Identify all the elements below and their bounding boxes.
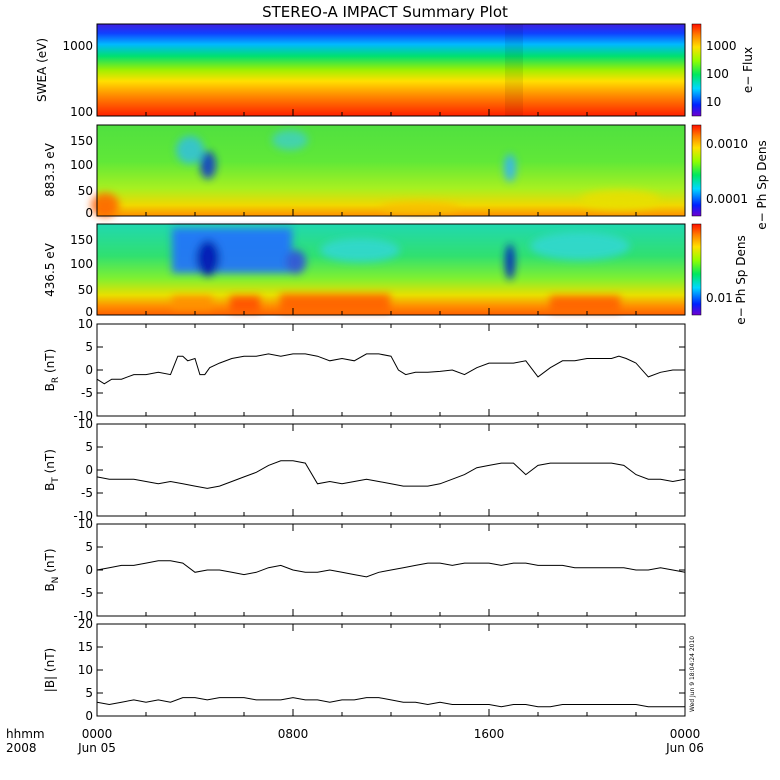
ph-883-cbar-tick: 0.0001: [706, 192, 748, 206]
b-series-line: [96, 560, 686, 578]
time-axis-corner-bottom: 2008: [6, 741, 37, 755]
y-tick-label: 5: [85, 686, 93, 700]
y-tick-label: -5: [81, 586, 93, 600]
y-tick-label: 0: [85, 563, 93, 577]
ph-436-ytick: 150: [70, 233, 93, 247]
ph-883-colorbar: [691, 124, 702, 217]
date-tick-label: Jun 05: [77, 741, 116, 755]
swea-ytick: 1000: [62, 39, 93, 53]
ph-436-colorbar: [691, 223, 702, 316]
ph-883-ytick: 50: [78, 184, 93, 198]
b-ylabel: BT (nT): [43, 449, 61, 491]
swea-cbar-tick: 10: [706, 95, 721, 109]
b-series-line: [96, 697, 685, 708]
y-tick-label: -10: [73, 509, 93, 523]
swea-cbar-tick: 1000: [706, 39, 737, 53]
y-tick-label: -10: [73, 409, 93, 423]
panel-frame: [96, 423, 686, 517]
footer-stamp: Wed Jun 9 18:04:24 2010: [689, 636, 696, 712]
y-tick-label: 10: [78, 517, 93, 531]
figure-title: STEREO-A IMPACT Summary Plot: [262, 3, 508, 21]
b-panel-2: 10 5 0 -5 -10 BN (nT): [43, 517, 686, 623]
y-tick-label: -10: [73, 609, 93, 623]
time-tick-label: 1600: [474, 727, 505, 741]
swea-cbar-tick: 100: [706, 67, 729, 81]
ph-883-spectrogram-panel: 883.3 eV 150 100 50 0 0.0010 0.0001 e− P…: [43, 124, 769, 230]
ph-883-ytick: 100: [70, 158, 93, 172]
ph-436-spectrogram-panel: 436.5 eV 150 100 50 0 0.01 e− Ph Sp Dens: [43, 223, 748, 325]
ph-883-ytick: 150: [70, 134, 93, 148]
y-tick-label: 10: [78, 663, 93, 677]
date-tick-label: Jun 06: [665, 741, 704, 755]
swea-spectrogram-panel: SWEA (eV) 1000 100 1000 100 10 e− Flux: [35, 23, 755, 119]
ph-883-ytick: 0: [85, 206, 93, 220]
b-ylabel: |B| (nT): [43, 648, 57, 692]
b-panel-1: 10 5 0 -5 -10 BT (nT): [43, 417, 686, 523]
b-ylabel: BN (nT): [43, 548, 61, 591]
ph-436-ytick: 100: [70, 257, 93, 271]
ph-883-cbar-tick: 0.0010: [706, 137, 748, 151]
time-tick-label: 0000: [82, 727, 113, 741]
y-tick-label: -5: [81, 386, 93, 400]
y-tick-label: 0: [85, 363, 93, 377]
swea-spectrogram: [97, 24, 685, 116]
ph-436-ylabel: 436.5 eV: [43, 242, 57, 297]
b-panel-3: 20 15 10 5 0 |B| (nT): [43, 617, 686, 723]
ph-436-ytick: 0: [85, 305, 93, 319]
y-tick-label: -5: [81, 486, 93, 500]
y-tick-label: 0: [85, 709, 93, 723]
y-tick-label: 15: [78, 640, 93, 654]
ph-883-cbar-label: e− Ph Sp Dens: [755, 140, 769, 229]
b-series-line: [96, 353, 685, 385]
ph-436-ytick: 50: [78, 283, 93, 297]
y-tick-label: 20: [78, 617, 93, 631]
y-tick-label: 0: [85, 463, 93, 477]
swea-colorbar: [691, 23, 702, 117]
time-tick-label: 0800: [278, 727, 309, 741]
swea-cbar-label: e− Flux: [741, 47, 755, 93]
b-ylabel: BR (nT): [43, 349, 61, 392]
ph-436-cbar-label: e− Ph Sp Dens: [734, 235, 748, 324]
panel-frame: [96, 323, 686, 417]
time-axis-corner-top: hhmm: [6, 727, 45, 741]
ph-883-ylabel: 883.3 eV: [43, 142, 57, 197]
ph-436-cbar-tick: 0.01: [706, 291, 733, 305]
y-tick-label: 5: [85, 340, 93, 354]
y-tick-label: 10: [78, 417, 93, 431]
b-series-line: [96, 460, 686, 489]
time-tick-label: 0000: [670, 727, 701, 741]
swea-ylabel: SWEA (eV): [35, 38, 49, 102]
swea-ytick: 100: [70, 105, 93, 119]
b-panel-0: 10 5 0 -5 -10 BR (nT): [43, 317, 686, 423]
y-tick-label: 10: [78, 317, 93, 331]
y-tick-label: 5: [85, 540, 93, 554]
panel-frame: [96, 623, 686, 717]
y-tick-label: 5: [85, 440, 93, 454]
